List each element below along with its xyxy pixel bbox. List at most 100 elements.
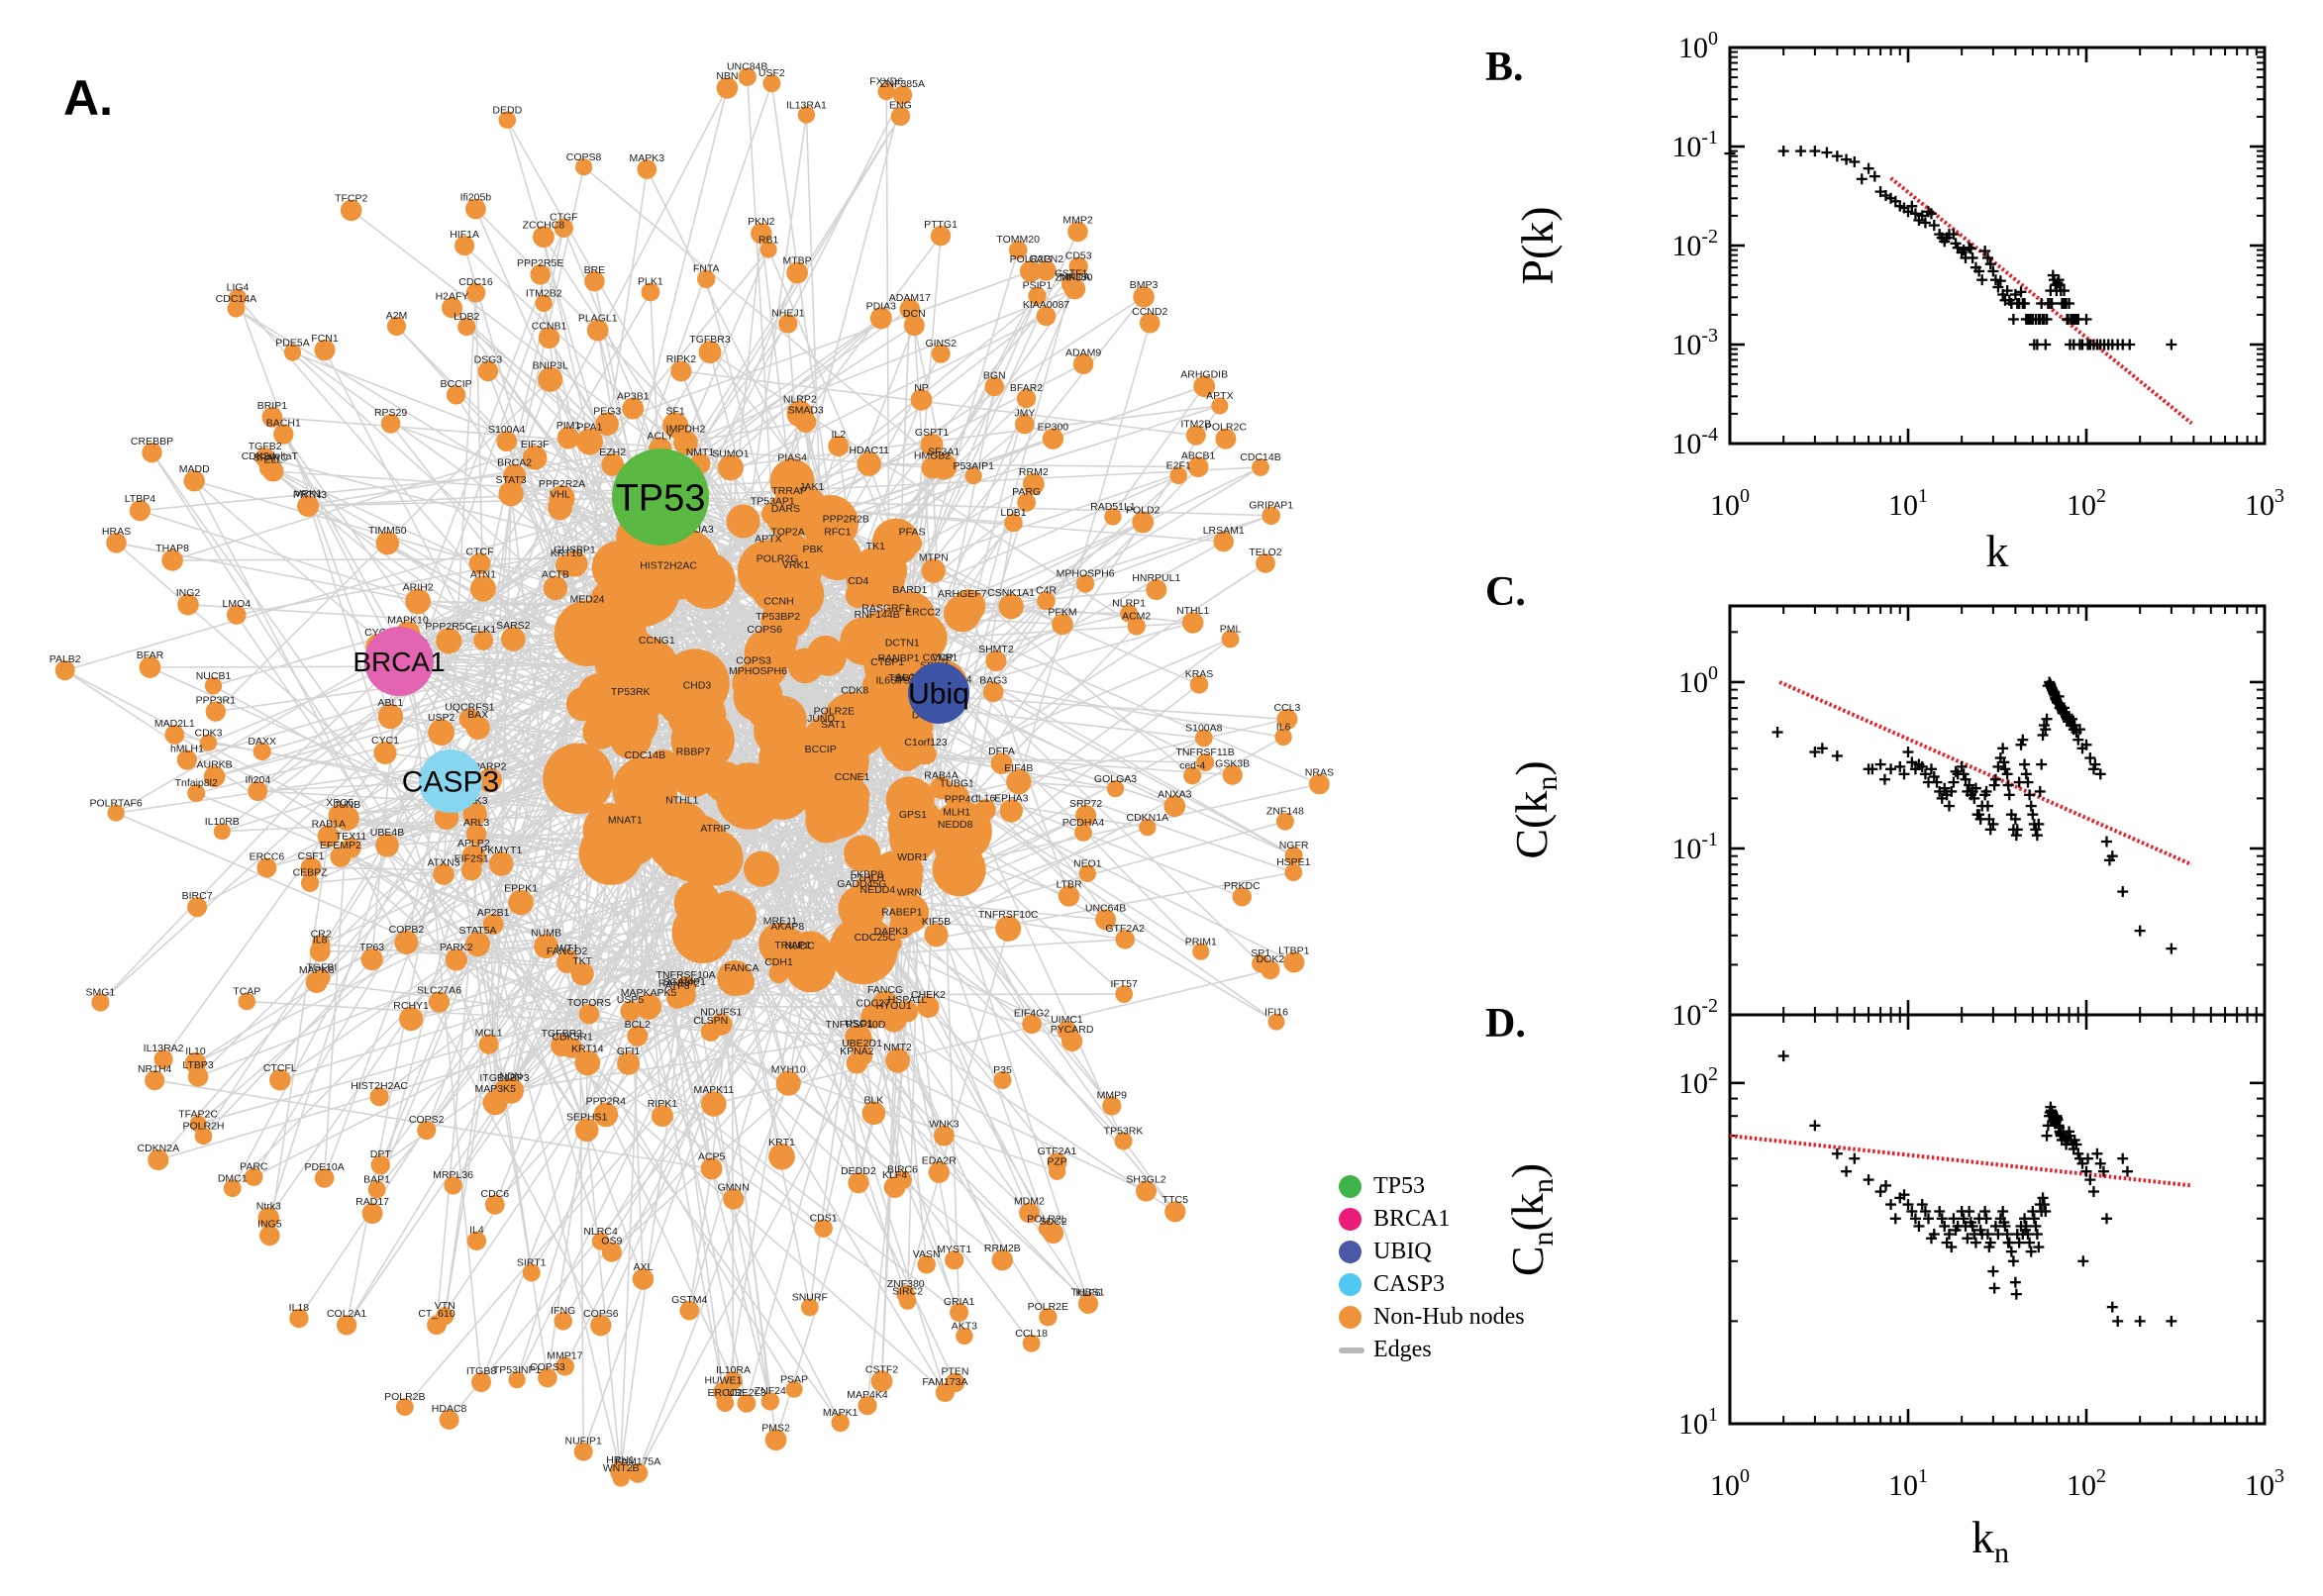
svg-text:RFC1: RFC1 [824, 526, 852, 538]
svg-text:RAD17: RAD17 [355, 1196, 389, 1208]
svg-text:CDC14A: CDC14A [216, 293, 256, 305]
network-node [701, 1091, 727, 1117]
network-node [370, 1155, 390, 1175]
svg-text:103: 103 [2245, 1465, 2284, 1502]
network-node [1189, 675, 1209, 694]
svg-text:OS9: OS9 [601, 1236, 622, 1247]
network-node [538, 327, 560, 349]
svg-text:ZNF380: ZNF380 [887, 1278, 925, 1290]
svg-text:ACTB: ACTB [542, 569, 569, 581]
svg-text:ZNF24: ZNF24 [755, 1385, 786, 1397]
scatter-points [1771, 676, 2177, 954]
svg-text:RPS29: RPS29 [374, 407, 407, 419]
x-axis-title: kn [1971, 1512, 2009, 1569]
svg-text:CTCFL: CTCFL [263, 1062, 297, 1074]
network-node [465, 824, 487, 845]
svg-text:COPB2: COPB2 [389, 924, 425, 936]
network-node [1133, 286, 1155, 308]
svg-text:KLF6: KLF6 [1075, 1287, 1100, 1299]
svg-text:101: 101 [1678, 1404, 1718, 1441]
network-node [814, 1219, 833, 1238]
network-node [1196, 752, 1215, 772]
svg-text:IL4: IL4 [469, 1225, 484, 1237]
network-node [575, 158, 593, 176]
svg-text:KLF4: KLF4 [882, 1169, 907, 1181]
network-node [716, 1394, 735, 1412]
svg-text:RNF144B: RNF144B [855, 609, 900, 621]
network-node [586, 319, 609, 342]
svg-text:PPP2R5E: PPP2R5E [517, 257, 563, 269]
svg-text:CSNK1A1: CSNK1A1 [987, 587, 1035, 599]
network-node [601, 453, 625, 476]
network-node [584, 270, 605, 292]
svg-text:GTF2A1: GTF2A1 [1038, 1146, 1077, 1157]
svg-text:SARS2: SARS2 [496, 620, 531, 632]
svg-text:Ntrk3: Ntrk3 [256, 1200, 281, 1212]
svg-text:S100A4: S100A4 [488, 424, 526, 436]
svg-text:POLR2G: POLR2G [1010, 253, 1053, 265]
svg-text:PRKDC: PRKDC [1224, 880, 1261, 892]
svg-text:BGN: BGN [983, 370, 1006, 382]
network-node [964, 467, 982, 485]
svg-text:USO1: USO1 [845, 1018, 873, 1030]
svg-text:101: 101 [1888, 1465, 1928, 1502]
svg-text:SH3GL2: SH3GL2 [1126, 1174, 1165, 1186]
svg-text:GSTM4: GSTM4 [671, 1294, 707, 1306]
network-node [1284, 863, 1303, 881]
network-node [760, 502, 784, 526]
svg-text:BRCA2: BRCA2 [497, 457, 532, 469]
hub-node-brca1 [364, 627, 434, 696]
network-node [1192, 943, 1210, 960]
svg-text:UNC64B: UNC64B [1085, 902, 1126, 914]
network-node [106, 533, 127, 553]
network-node [1104, 508, 1122, 526]
svg-text:ZNF350: ZNF350 [1056, 271, 1093, 283]
network-node [442, 297, 462, 319]
network-node [737, 1394, 757, 1413]
network-node [313, 968, 331, 987]
svg-text:UBE2D1: UBE2D1 [842, 1038, 882, 1049]
svg-text:KRT14: KRT14 [571, 1044, 604, 1055]
network-node [609, 716, 653, 759]
svg-text:MED24: MED24 [569, 593, 604, 605]
svg-text:NLRC4: NLRC4 [583, 1226, 618, 1238]
svg-text:Ifi204: Ifi204 [245, 774, 270, 786]
svg-text:WT1: WT1 [556, 943, 578, 954]
svg-text:MTPN: MTPN [919, 551, 949, 563]
network-node [395, 1398, 414, 1416]
svg-text:CEBPZ: CEBPZ [293, 867, 329, 879]
svg-text:IL10: IL10 [185, 1046, 206, 1057]
network-node [436, 628, 462, 654]
network-node [944, 594, 981, 633]
network-node [473, 630, 494, 650]
svg-text:ENG: ENG [889, 100, 912, 112]
svg-text:PMS2: PMS2 [761, 1422, 790, 1434]
svg-text:ZCCHC8: ZCCHC8 [523, 219, 565, 231]
svg-text:KRT1: KRT1 [768, 1137, 795, 1148]
svg-text:JUNB: JUNB [334, 799, 360, 811]
svg-text:Ifi205b: Ifi205b [460, 192, 492, 204]
network-node [465, 282, 486, 303]
network-node [999, 799, 1023, 823]
network-node [1136, 1180, 1157, 1202]
svg-text:ced-4: ced-4 [1179, 759, 1205, 771]
network-node [889, 913, 915, 940]
svg-text:IL6: IL6 [1276, 722, 1291, 734]
svg-text:IFT57: IFT57 [1110, 978, 1138, 990]
svg-text:ATN1: ATN1 [470, 569, 496, 581]
svg-text:SEPHS1: SEPHS1 [566, 1112, 608, 1124]
svg-text:MRE11: MRE11 [763, 916, 797, 928]
svg-text:PPP3R1: PPP3R1 [196, 694, 236, 706]
svg-text:ARL3: ARL3 [463, 817, 489, 829]
hub-node-label: CASP3 [402, 766, 499, 799]
network-node [468, 552, 491, 575]
svg-text:ARHGDIB: ARHGDIB [1180, 368, 1228, 380]
svg-text:FAM175A: FAM175A [615, 1456, 660, 1468]
network-node [1256, 553, 1275, 573]
svg-text:KIF5B: KIF5B [922, 916, 951, 928]
network-node [1194, 729, 1213, 748]
network-nodes [54, 67, 1330, 1487]
svg-text:IL10RB: IL10RB [205, 816, 240, 828]
svg-text:LTBP3: LTBP3 [182, 1059, 213, 1071]
network-node [574, 1118, 599, 1143]
